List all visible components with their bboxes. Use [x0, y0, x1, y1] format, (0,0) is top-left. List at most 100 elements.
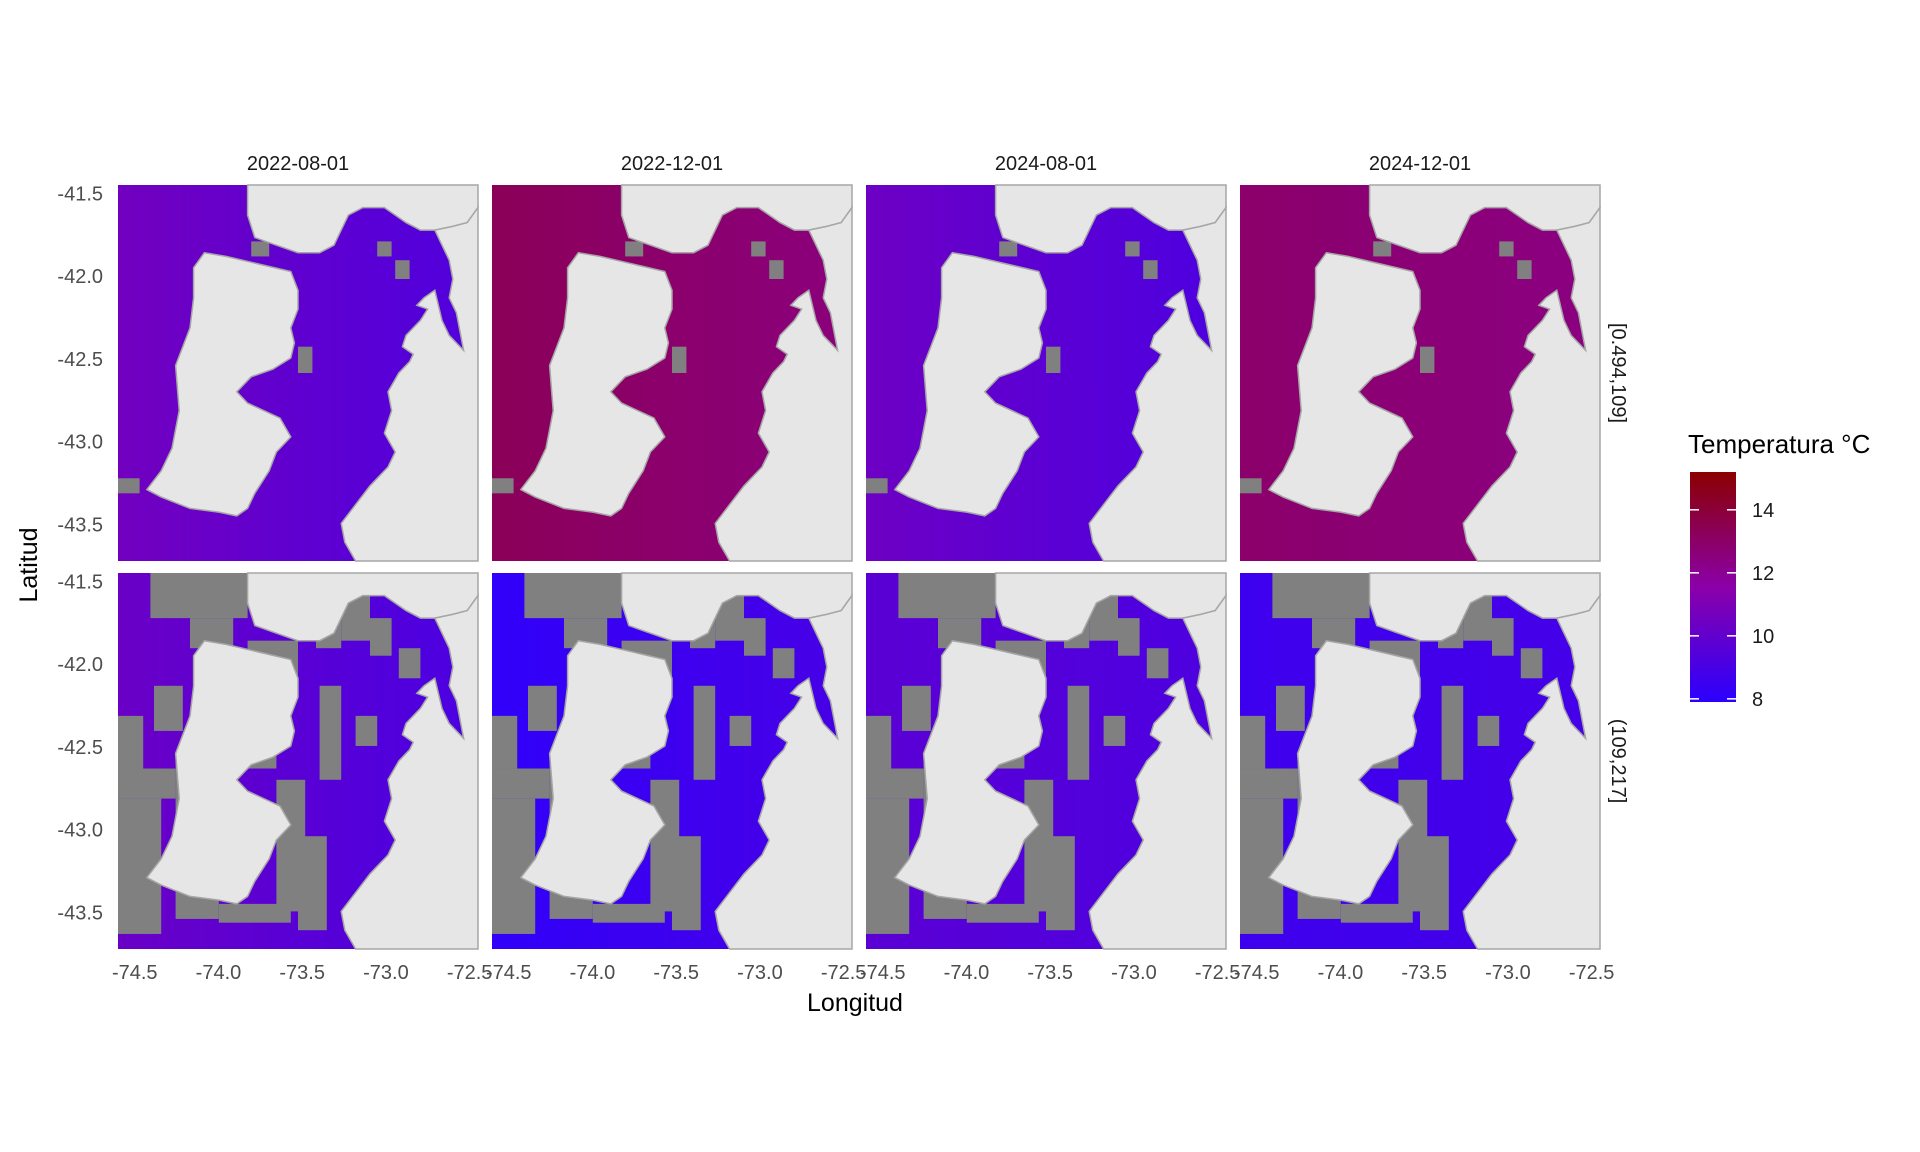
no-data-cell: [150, 573, 248, 619]
x-tick-label: -74.5: [112, 962, 158, 984]
no-data-cell: [1441, 685, 1464, 780]
y-tick-label: -43.5: [57, 903, 103, 925]
y-axis-ticks: -41.5 -42.0 -42.5 -43.0 -43.5 -41.5 -42.0 -42.5…: [57, 183, 103, 924]
chiloe-island-shape: [519, 639, 673, 905]
east-coast-land-shape: [714, 205, 853, 562]
y-tick-label: -42.0: [57, 266, 103, 288]
no-data-cell: [966, 903, 1039, 923]
no-data-cell: [118, 768, 176, 799]
no-data-cell: [1240, 768, 1298, 799]
legend-colorbar: [1690, 472, 1736, 702]
facet-row-strip-label: (109,217]: [1607, 719, 1629, 804]
no-data-cell: [866, 768, 924, 799]
no-data-cell: [1046, 836, 1075, 931]
no-data-cell: [398, 648, 421, 679]
no-data-cell: [1125, 241, 1140, 257]
x-tick-label: -73.5: [279, 962, 325, 984]
no-data-cell: [751, 241, 766, 257]
chiloe-island-shape: [145, 251, 299, 517]
no-data-cell: [592, 903, 665, 923]
no-data-cell: [744, 618, 766, 656]
legend-tick-label: 10: [1752, 626, 1774, 648]
no-data-cell: [319, 685, 342, 780]
no-data-cell: [1240, 798, 1284, 934]
no-data-cell: [218, 903, 291, 923]
no-data-cell: [118, 715, 144, 769]
legend-ticks: 8 10 12 14: [1690, 500, 1774, 711]
east-coast-land-shape: [340, 593, 479, 950]
x-tick-label: -72.5: [1569, 962, 1615, 984]
map-panel: [118, 184, 479, 562]
x-tick-label: -74.5: [1234, 962, 1280, 984]
y-tick-label: -42.5: [57, 349, 103, 371]
no-data-cell: [1492, 618, 1514, 656]
no-data-cell: [298, 346, 313, 373]
y-tick-label: -43.0: [57, 820, 103, 842]
y-tick-label: -43.5: [57, 515, 103, 537]
facet-row-strip-label: [0.494,109]: [1607, 323, 1629, 423]
no-data-cell: [729, 715, 752, 746]
no-data-cell: [370, 618, 392, 656]
facet-strip-label: 2022-12-01: [621, 153, 723, 175]
no-data-cell: [999, 241, 1018, 257]
x-tick-label: -72.5: [821, 962, 867, 984]
chiloe-island-shape: [893, 251, 1047, 517]
map-panel: [1240, 184, 1601, 562]
facet-panels: [118, 184, 1601, 950]
facet-strip-label: 2024-12-01: [1369, 153, 1471, 175]
x-tick-label: -74.0: [1318, 962, 1364, 984]
no-data-cell: [625, 241, 644, 257]
map-panel: [866, 184, 1227, 562]
no-data-cell: [1499, 241, 1514, 257]
no-data-cell: [118, 798, 162, 934]
no-data-cell: [492, 798, 536, 934]
no-data-cell: [1146, 648, 1169, 679]
no-data-cell: [154, 685, 183, 731]
map-panel: [492, 572, 853, 950]
x-tick-label: -74.0: [570, 962, 616, 984]
map-panel: [866, 572, 1227, 950]
chiloe-island-shape: [893, 639, 1047, 905]
east-coast-land-shape: [1088, 205, 1227, 562]
no-data-cell: [672, 346, 687, 373]
x-tick-label: -74.5: [860, 962, 906, 984]
x-tick-label: -73.5: [653, 962, 699, 984]
no-data-cell: [1240, 715, 1266, 769]
no-data-cell: [1520, 648, 1543, 679]
no-data-cell: [866, 715, 892, 769]
no-data-cell: [377, 241, 392, 257]
x-tick-label: -73.5: [1027, 962, 1073, 984]
y-tick-label: -41.5: [57, 571, 103, 593]
map-panel: [492, 184, 853, 562]
no-data-cell: [1118, 618, 1140, 656]
x-tick-label: -73.0: [363, 962, 409, 984]
east-coast-land-shape: [714, 593, 853, 950]
x-tick-label: -74.5: [486, 962, 532, 984]
no-data-cell: [492, 715, 518, 769]
chiloe-island-shape: [1267, 251, 1421, 517]
legend-tick-label: 8: [1752, 689, 1763, 711]
legend-tick-label: 14: [1752, 500, 1774, 522]
no-data-cell: [1240, 478, 1262, 494]
x-tick-label: -74.0: [944, 962, 990, 984]
no-data-cell: [1340, 903, 1413, 923]
y-tick-label: -43.0: [57, 432, 103, 454]
color-legend: Temperatura °C 8 10 12 14: [1688, 429, 1870, 711]
facet-strip-label: 2024-08-01: [995, 153, 1097, 175]
no-data-cell: [902, 685, 931, 731]
map-panel: [1240, 572, 1601, 950]
east-coast-land-shape: [1462, 205, 1601, 562]
no-data-cell: [395, 260, 410, 279]
no-data-cell: [1143, 260, 1158, 279]
y-axis-title: Latitud: [15, 527, 43, 602]
no-data-cell: [1477, 715, 1500, 746]
no-data-cell: [118, 478, 140, 494]
no-data-cell: [1420, 346, 1435, 373]
no-data-cell: [1103, 715, 1126, 746]
no-data-cell: [672, 836, 701, 931]
no-data-cell: [898, 573, 996, 619]
no-data-cell: [528, 685, 557, 731]
x-tick-label: -73.0: [737, 962, 783, 984]
legend-title: Temperatura °C: [1688, 429, 1870, 459]
no-data-cell: [1420, 836, 1449, 931]
